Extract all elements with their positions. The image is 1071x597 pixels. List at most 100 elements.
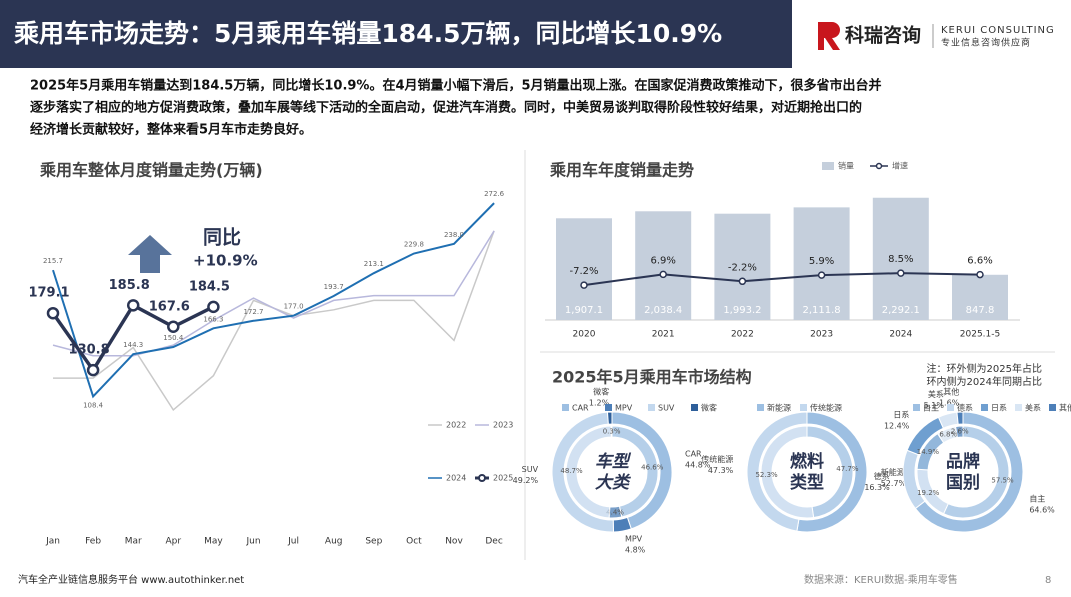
outer-label: 49.2% [513,476,539,485]
inner-label: 47.7% [836,465,859,473]
bar [635,211,692,320]
x-tick-label: Sep [365,537,382,547]
data-label: 184.5 [189,279,230,294]
outer-name: 新能源 [881,467,905,477]
bar [714,213,771,320]
x-tick-label: Feb [85,537,101,547]
data-label: 177.0 [284,303,304,311]
outer-label: 47.3% [708,466,734,475]
legend-swatch [1049,404,1056,411]
point [897,269,905,277]
x-tick-label: 2023 [810,330,833,340]
legend-label: 2024 [446,474,466,483]
center-label: 类型 [790,472,824,493]
logo-name: 科瑞咨询 [845,24,921,47]
inner-label: 14.9% [917,448,940,456]
legend-label: 新能源 [767,403,791,413]
data-label: 6.6% [967,256,992,267]
point [126,299,140,312]
data-label: -7.2% [569,266,598,277]
data-label: 5.9% [809,256,834,267]
point [976,270,984,279]
outer-segment [612,516,632,533]
outer-name: 传统能源 [701,454,733,464]
bar [556,218,612,320]
center-label: 国别 [946,473,980,493]
legend-label: 销量 [838,161,854,171]
data-label: 8.5% [888,254,913,265]
legend-label: MPV [615,404,633,413]
data-label: 847.8 [966,305,995,316]
inner-label: 0.3% [603,428,621,436]
legend-label: CAR [572,404,589,413]
outer-name: 微客 [593,387,609,397]
inner-label: 48.7% [560,467,583,475]
point [738,277,747,286]
x-tick-label: Mar [125,537,142,547]
outer-name: 其他 [943,387,959,397]
legend-label: 德系 [957,403,973,413]
outer-label: 1.6% [939,399,960,408]
x-tick-label: 2022 [731,330,754,340]
data-label: 215.7 [43,257,63,265]
legend-swatch [757,404,764,411]
legend-label: 2023 [493,421,513,430]
data-label: 229.8 [404,241,424,249]
annotation: +10.9% [193,252,258,270]
series-line [51,303,215,374]
bar [793,207,850,320]
data-label: 272.6 [484,190,505,198]
point [46,306,60,320]
x-tick-label: 2021 [652,330,675,340]
bar [872,197,929,320]
center-label: 品牌 [946,451,980,472]
inner-label: 46.6% [641,464,664,472]
x-tick-label: May [204,537,223,547]
growth-line [583,272,981,287]
up-arrow [128,235,172,273]
footer-left: 汽车全产业链信息服务平台 www.autothinker.net [18,573,244,586]
data-label: 166.3 [203,315,223,323]
data-label: 185.8 [109,278,150,293]
legend-swatch [822,162,834,170]
bar [952,274,1008,320]
data-label: 150.4 [163,334,184,342]
x-tick-label: 2020 [573,330,596,340]
outer-name: CAR [685,449,702,458]
data-label: 6.9% [650,255,675,266]
data-label: -2.2% [728,262,757,273]
x-tick-label: Dec [485,537,502,547]
annotation: 同比 [203,227,241,249]
data-label: 130.8 [69,343,110,358]
data-label: 1,907.1 [565,305,603,316]
x-tick-label: Oct [406,537,422,547]
inner-label: 52.3% [755,471,778,479]
x-tick-label: 2024 [889,330,912,340]
legend-label: 自主 [923,403,939,413]
chart-title: 乘用车整体月度销量走势(万辆) [39,161,263,180]
inner-segment [760,425,815,519]
x-tick-label: Nov [445,537,463,547]
data-label: 193.7 [324,283,344,291]
outer-name: SUV [522,465,539,474]
series-line [52,230,495,357]
summary-line: 经济增长贡献较好，整体来看5月车市走势良好。 [30,122,312,138]
inner-segment [955,425,964,439]
outer-label: 1.2% [589,399,610,408]
x-tick-label: Aug [325,537,343,547]
legend-label: 微客 [701,403,717,413]
legend-swatch [562,404,569,411]
legend-swatch [1015,404,1022,411]
center-label: 车型 [595,452,632,472]
legend-label: SUV [658,404,675,413]
legend-swatch [981,404,988,411]
inner-label: 19.2% [917,489,940,497]
data-label: 1,993.2 [723,305,761,316]
outer-label: 44.8% [685,460,711,469]
inner-label: 2.6% [951,428,969,436]
logo-icon [818,22,840,50]
data-label: 172.7 [243,308,263,316]
center-label: 大类 [595,473,632,493]
data-label: 2,292.1 [882,305,920,316]
